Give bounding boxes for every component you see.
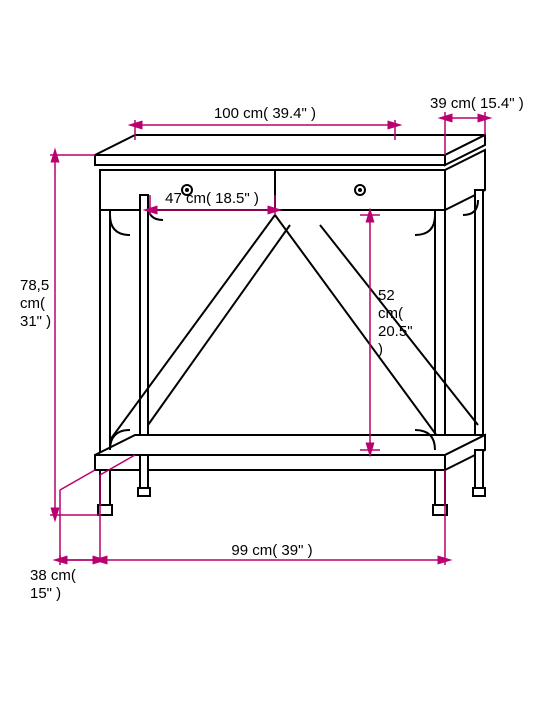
dim-shelf-depth-line2: 15" )	[30, 585, 61, 602]
dim-total-height-line3: 31" )	[20, 313, 51, 330]
dim-inner-height-line1: 52	[378, 287, 395, 304]
dim-top-depth-label: 39 cm( 15.4" )	[430, 95, 524, 112]
dim-shelf-width-label: 99 cm( 39" )	[231, 542, 312, 559]
dim-total-height-line1: 78,5	[20, 277, 49, 294]
dim-total-height-line2: cm(	[20, 295, 45, 312]
dim-inner-height-line2: cm(	[378, 305, 403, 322]
dim-shelf-depth-line1: 38 cm(	[30, 567, 76, 584]
dim-top-width-label: 100 cm( 39.4" )	[214, 105, 316, 122]
dim-inner-height-line4: )	[378, 341, 383, 358]
dim-inner-height-line3: 20.5"	[378, 323, 413, 340]
furniture-dimension-diagram: 100 cm( 39.4" ) 39 cm( 15.4" ) 47 cm( 18…	[0, 0, 540, 720]
dim-drawer-width-label: 47 cm( 18.5" )	[165, 190, 259, 207]
